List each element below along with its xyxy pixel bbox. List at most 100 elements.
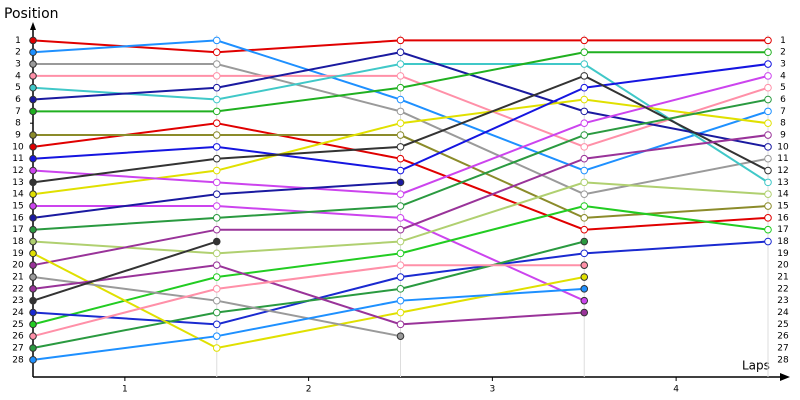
y-tick-label-right: 25 xyxy=(777,320,788,330)
position-line xyxy=(32,264,585,326)
y-tick-label-right: 22 xyxy=(777,284,788,294)
y-tick-label: 26 xyxy=(12,332,24,342)
x-axis-arrow xyxy=(780,373,790,381)
y-tick-label-right: 15 xyxy=(777,202,788,212)
position-marker xyxy=(29,154,37,163)
position-marker xyxy=(396,36,405,45)
y-tick-label: 2 xyxy=(15,48,21,58)
position-marker xyxy=(29,131,37,139)
position-marker xyxy=(580,249,589,258)
position-marker xyxy=(29,320,37,329)
y-tick-label: 12 xyxy=(12,166,23,176)
y-tick-label-right: 26 xyxy=(777,332,789,342)
y-tick-label: 7 xyxy=(15,107,21,117)
position-marker xyxy=(764,48,772,57)
position-marker xyxy=(580,166,589,175)
y-tick-label-right: 6 xyxy=(780,95,786,105)
position-marker xyxy=(580,261,589,269)
y-tick-label: 28 xyxy=(12,355,24,365)
position-marker xyxy=(29,273,37,281)
position-marker xyxy=(396,95,405,104)
position-marker xyxy=(396,131,405,139)
y-tick-label-right: 28 xyxy=(777,355,789,365)
position-marker xyxy=(396,308,405,317)
position-marker xyxy=(212,154,221,163)
position-marker xyxy=(764,131,772,139)
position-marker xyxy=(580,72,589,80)
y-tick-label-right: 10 xyxy=(777,142,789,152)
position-marker xyxy=(396,83,405,92)
position-marker xyxy=(29,166,37,175)
position-marker xyxy=(580,119,589,128)
y-tick-label: 17 xyxy=(12,225,23,235)
position-marker xyxy=(29,72,37,80)
position-marker xyxy=(29,48,37,57)
position-marker xyxy=(212,332,221,340)
position-marker xyxy=(29,237,37,246)
position-marker xyxy=(396,261,405,269)
position-marker xyxy=(396,273,405,281)
position-marker xyxy=(396,107,405,116)
position-marker xyxy=(396,178,405,187)
y-tick-label-right: 21 xyxy=(777,273,788,283)
position-marker xyxy=(212,131,221,139)
y-tick-label-right: 2 xyxy=(780,48,786,58)
position-marker xyxy=(212,143,221,151)
y-tick-label: 13 xyxy=(12,178,23,188)
y-tick-label: 11 xyxy=(12,154,23,164)
position-marker xyxy=(29,261,37,269)
position-line xyxy=(33,205,585,302)
position-marker xyxy=(212,48,221,57)
position-marker xyxy=(580,308,589,317)
position-marker xyxy=(212,178,221,187)
y-axis-arrow xyxy=(30,22,36,30)
position-marker xyxy=(212,107,221,116)
y-tick-label: 5 xyxy=(15,83,21,93)
position-marker xyxy=(212,95,221,104)
x-tick-label: 4 xyxy=(673,385,679,395)
position-marker xyxy=(580,202,589,210)
position-marker xyxy=(212,261,221,269)
position-marker xyxy=(29,36,37,45)
position-marker xyxy=(764,178,772,187)
position-marker xyxy=(580,214,589,222)
position-marker xyxy=(29,95,37,104)
position-marker xyxy=(764,107,772,116)
position-marker xyxy=(212,237,221,246)
position-marker xyxy=(764,95,772,104)
position-marker xyxy=(212,72,221,80)
y-tick-label: 9 xyxy=(15,131,21,141)
position-marker xyxy=(396,166,405,175)
position-marker xyxy=(396,214,405,222)
y-tick-label-right: 19 xyxy=(777,249,789,259)
chart-title: Position xyxy=(4,6,59,22)
y-tick-label: 16 xyxy=(12,213,24,223)
position-marker xyxy=(396,320,405,329)
position-marker xyxy=(396,202,405,210)
position-line xyxy=(32,240,218,302)
position-marker xyxy=(396,143,405,151)
y-tick-label-right: 24 xyxy=(777,308,789,318)
y-tick-label: 25 xyxy=(12,320,23,330)
position-marker xyxy=(212,320,221,329)
position-marker xyxy=(29,285,37,293)
position-marker xyxy=(764,143,772,151)
y-tick-label-right: 1 xyxy=(780,36,786,46)
position-marker xyxy=(396,225,405,234)
position-marker xyxy=(396,190,405,198)
position-marker xyxy=(580,296,589,305)
y-tick-label: 18 xyxy=(12,237,24,247)
y-tick-label-right: 27 xyxy=(777,344,788,354)
y-tick-label: 20 xyxy=(12,261,24,271)
y-tick-label-right: 20 xyxy=(777,261,789,271)
position-marker xyxy=(764,190,772,198)
position-marker xyxy=(764,225,772,234)
position-marker xyxy=(764,36,772,45)
y-tick-label-right: 9 xyxy=(780,131,786,141)
position-marker xyxy=(212,166,221,175)
position-marker xyxy=(396,72,405,80)
position-marker xyxy=(764,154,772,163)
position-marker xyxy=(29,225,37,234)
position-marker xyxy=(580,36,589,45)
y-tick-label-right: 23 xyxy=(777,296,788,306)
